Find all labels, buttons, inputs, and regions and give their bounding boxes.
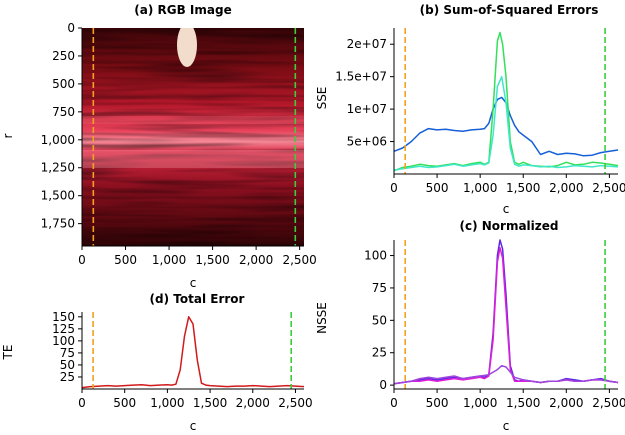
ylabel-total-error: TE bbox=[1, 345, 15, 361]
xtick-label-nsse: 500 bbox=[426, 396, 449, 410]
ytick-label-nsse: 25 bbox=[372, 346, 387, 360]
ytick-label-nsse: 50 bbox=[372, 313, 387, 327]
xtick-label-te: 2,000 bbox=[236, 396, 270, 410]
bright-blob bbox=[177, 28, 197, 67]
ytick-label-te: 75 bbox=[60, 346, 75, 360]
ylabel-sse: SSE bbox=[315, 87, 329, 110]
ytick-label-sse: 1.5e+07 bbox=[335, 70, 387, 84]
ytick-label-te: 50 bbox=[60, 358, 75, 372]
panel-nsse: (c) Normalized 0 500 1,000 1,500 2,000 2,5000… bbox=[315, 219, 625, 433]
xtick-label-image: 1,500 bbox=[195, 253, 229, 267]
xtick-label-image: 2,000 bbox=[239, 253, 273, 267]
series-sse-blue bbox=[393, 96, 619, 157]
xtick-label-nsse: 2,500 bbox=[592, 396, 625, 410]
ytick-label-image: 250 bbox=[52, 49, 75, 63]
series-nsse-blue-violet bbox=[393, 239, 619, 385]
xtick-label-te: 1,500 bbox=[193, 396, 227, 410]
xtick-label-te: 1,000 bbox=[150, 396, 184, 410]
xtick-label-image: 1,000 bbox=[152, 253, 186, 267]
title-nsse: (c) Normalized bbox=[459, 219, 558, 233]
title-sse: (b) Sum-of-Squared Errors bbox=[420, 3, 599, 17]
axes-rgb-image: 0 500 1,000 1,500 2,000 2,500 0 250 500 750 1,000 1… bbox=[41, 21, 317, 267]
ytick-label-te: 125 bbox=[52, 322, 75, 336]
xtick-label-te: 0 bbox=[78, 396, 86, 410]
rgb-image-raster bbox=[82, 28, 304, 246]
ytick-label-nsse: 100 bbox=[364, 249, 387, 263]
ytick-label-image: 1,750 bbox=[41, 217, 75, 231]
ytick-label-image: 1,500 bbox=[41, 189, 75, 203]
ytick-label-image: 0 bbox=[67, 21, 75, 35]
ytick-label-te: 25 bbox=[60, 370, 75, 384]
xlabel-sse: c bbox=[503, 202, 510, 216]
axes-sse: 0 500 1,000 1,500 2,000 2,500 5e+06 1e+07 1.5e+0… bbox=[335, 28, 625, 195]
xtick-label-image: 0 bbox=[78, 253, 86, 267]
panel-rgb-image: (a) RGB Image 0 500 1,000 1,500 2,000 2,500 0 2… bbox=[1, 3, 317, 290]
ytick-label-sse: 1e+07 bbox=[347, 102, 387, 116]
xtick-label-image: 2,500 bbox=[282, 253, 316, 267]
xlabel-total-error: c bbox=[190, 419, 197, 433]
xtick-label-sse: 1,000 bbox=[463, 181, 497, 195]
xtick-label-nsse: 0 bbox=[390, 396, 398, 410]
ytick-label-image: 1,000 bbox=[41, 133, 75, 147]
ytick-label-nsse: 75 bbox=[372, 281, 387, 295]
series-nsse-violet-low bbox=[393, 364, 619, 385]
ylabel-rgb-image: r bbox=[1, 133, 15, 138]
ytick-label-image: 500 bbox=[52, 77, 75, 91]
ytick-label-te: 100 bbox=[52, 334, 75, 348]
xlabel-rgb-image: c bbox=[190, 276, 197, 290]
ytick-label-te: 150 bbox=[52, 310, 75, 324]
xtick-label-te: 2,500 bbox=[278, 396, 312, 410]
panel-sse: (b) Sum-of-Squared Errors 0 500 1,000 1,500… bbox=[315, 3, 625, 216]
ytick-label-sse: 5e+06 bbox=[347, 135, 387, 149]
xtick-label-sse: 0 bbox=[390, 181, 398, 195]
xtick-label-te: 500 bbox=[113, 396, 136, 410]
xtick-label-sse: 500 bbox=[426, 181, 449, 195]
xtick-label-nsse: 1,000 bbox=[463, 396, 497, 410]
xtick-label-sse: 2,000 bbox=[549, 181, 583, 195]
xlabel-nsse: c bbox=[503, 419, 510, 433]
panel-total-error: (d) Total Error 0 500 1,000 1,500 2,000 2,500… bbox=[1, 292, 313, 433]
xtick-label-image: 500 bbox=[114, 253, 137, 267]
ytick-label-sse: 2e+07 bbox=[347, 37, 387, 51]
xtick-label-sse: 1,500 bbox=[506, 181, 540, 195]
ytick-label-image: 1,250 bbox=[41, 161, 75, 175]
series-sse-cyan bbox=[393, 75, 619, 171]
ylabel-nsse: NSSE bbox=[315, 302, 329, 334]
xtick-label-sse: 2,500 bbox=[592, 181, 625, 195]
series-nsse-magenta bbox=[393, 247, 619, 385]
title-rgb-image: (a) RGB Image bbox=[134, 3, 231, 17]
ytick-label-image: 750 bbox=[52, 105, 75, 119]
series-te-total bbox=[81, 316, 305, 389]
ytick-label-nsse: 0 bbox=[379, 378, 387, 392]
xtick-label-nsse: 2,000 bbox=[549, 396, 583, 410]
title-total-error: (d) Total Error bbox=[150, 292, 245, 306]
axes-nsse: 0 500 1,000 1,500 2,000 2,500 0 25 50 75 100 bbox=[364, 239, 625, 410]
xtick-label-nsse: 1,500 bbox=[506, 396, 540, 410]
